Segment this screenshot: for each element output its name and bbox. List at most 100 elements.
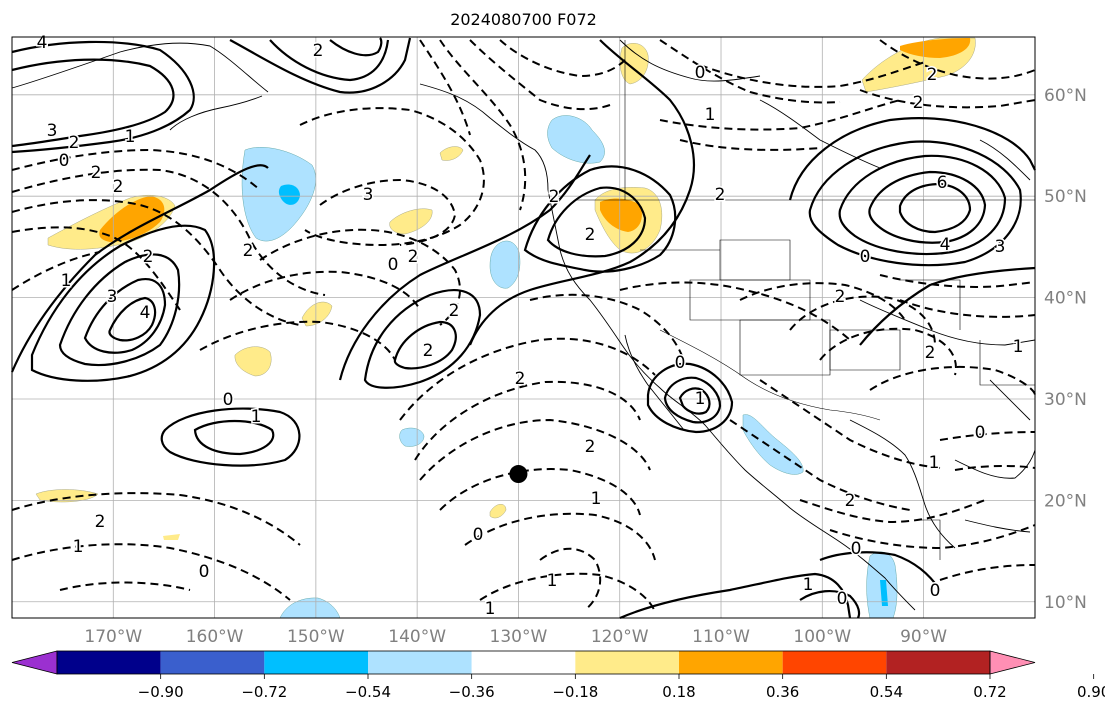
colorbar-bin xyxy=(471,651,576,674)
contour-label: 4 xyxy=(140,303,151,323)
contour-label: 3 xyxy=(107,287,118,307)
contour-label: 1 xyxy=(73,537,84,557)
contour-label: 0 xyxy=(860,247,871,267)
contour-label: 1 xyxy=(1013,337,1024,357)
longitude-label: 130°W xyxy=(490,627,548,647)
contour-label: 1 xyxy=(485,599,496,619)
shade-yellow-small-a xyxy=(439,146,464,161)
colorbar-tick-label: 0.72 xyxy=(973,683,1006,701)
negative-contours xyxy=(11,39,1036,613)
positive-contours xyxy=(10,37,1036,620)
contour-label: 2 xyxy=(835,287,846,307)
storm-center-marker xyxy=(509,465,528,484)
colorbar-frame xyxy=(56,650,991,675)
contour-label: 3 xyxy=(995,237,1006,257)
map-title: 2024080700 F072 xyxy=(450,10,597,29)
contour-label: 1 xyxy=(251,407,262,427)
contour-label: 1 xyxy=(929,453,940,473)
shade-orange-hudson xyxy=(900,38,971,58)
colorbar-tick-label: −0.54 xyxy=(345,683,391,701)
latitude-label: 20°N xyxy=(1044,491,1087,511)
contour-label: 0 xyxy=(930,581,941,601)
contour-label: 2 xyxy=(243,241,254,261)
contour-label: 1 xyxy=(125,127,136,147)
shade-blue-core-150w xyxy=(278,184,300,205)
shade-yellow-small-c xyxy=(301,301,333,327)
contour-label: 2 xyxy=(313,41,324,61)
contour-label: 3 xyxy=(363,185,374,205)
longitude-axis: 170°W 160°W 150°W 140°W 130°W 120°W 110°W 100°W… xyxy=(84,627,947,647)
colorbar-bin xyxy=(679,651,783,674)
shade-blue-south-150w xyxy=(279,597,341,619)
latitude-label: 10°N xyxy=(1044,593,1087,613)
contour-label: 0 xyxy=(199,562,210,582)
longitude-label: 100°W xyxy=(793,627,851,647)
colorbar-extend-min xyxy=(11,650,58,675)
longitude-label: 90°W xyxy=(900,627,947,647)
contour-label: 2 xyxy=(113,177,124,197)
contour-label: 3 xyxy=(47,121,58,141)
shade-blue-bc xyxy=(547,115,605,164)
colorbar-tick-label: −0.90 xyxy=(138,683,184,701)
latitude-label: 40°N xyxy=(1044,289,1087,309)
contour-label: 1 xyxy=(61,271,72,291)
longitude-label: 140°W xyxy=(388,627,446,647)
contour-label: 0 xyxy=(675,353,686,373)
contour-label: 2 xyxy=(925,343,936,363)
contour-label: 2 xyxy=(69,133,80,153)
latitude-axis: 60°N 50°N 40°N 30°N 20°N 10°N xyxy=(1044,86,1087,613)
contour-label: 2 xyxy=(927,65,938,85)
colorbar-bin xyxy=(782,651,887,674)
colorbar-extend-max xyxy=(989,650,1036,675)
contour-label: 1 xyxy=(591,489,602,509)
contour-label: 0 xyxy=(837,589,848,609)
contour-label: 0 xyxy=(223,390,234,410)
contour-label: 0 xyxy=(975,423,986,443)
shade-yellow-small-d xyxy=(234,346,272,377)
shade-blue-small-130w xyxy=(399,427,425,447)
contour-label: 2 xyxy=(95,512,106,532)
contour-label: 2 xyxy=(91,163,102,183)
contour-label: 2 xyxy=(143,247,154,267)
contour-label: 1 xyxy=(547,571,558,591)
colorbar-tick-label: 0.54 xyxy=(870,683,903,701)
colorbar-tick-label: 0.36 xyxy=(766,683,799,701)
map-frame xyxy=(11,36,1036,619)
colorbar-tick-label: −0.36 xyxy=(449,683,495,701)
longitude-label: 150°W xyxy=(287,627,345,647)
colorbar-tick-label: 0.18 xyxy=(662,683,695,701)
shade-blue-pacific-150w xyxy=(241,147,316,242)
shade-yellow-small-e xyxy=(35,489,99,503)
longitude-label: 110°W xyxy=(692,627,750,647)
contour-label: 2 xyxy=(408,247,419,267)
colorbar-bin xyxy=(575,651,679,674)
colorbar-bin xyxy=(886,651,990,674)
colorbar-bin xyxy=(160,651,265,674)
shade-blue-west-coast xyxy=(489,240,521,289)
colorbar-tick-label: −0.72 xyxy=(241,683,287,701)
latitude-label: 60°N xyxy=(1044,86,1087,106)
contour-label: 2 xyxy=(845,491,856,511)
contour-label: 1 xyxy=(803,575,814,595)
contour-label: 2 xyxy=(585,225,596,245)
colorbar-tick-label: −0.18 xyxy=(552,683,598,701)
shade-blue-core-ca xyxy=(880,580,888,606)
longitude-label: 170°W xyxy=(84,627,142,647)
contour-label: 6 xyxy=(937,173,948,193)
contour-label: 4 xyxy=(37,33,48,53)
contour-label: 0 xyxy=(59,151,70,171)
shade-yellow-small-g xyxy=(163,534,180,540)
contour-label: 4 xyxy=(940,235,951,255)
colorbar: −0.90 −0.72 −0.54 −0.36 −0.18 0.18 0.36 0.54 0.7… xyxy=(11,650,1105,701)
shade-yellow-small-f xyxy=(489,504,507,519)
contour-label: 2 xyxy=(913,93,924,113)
contour-label: 2 xyxy=(423,341,434,361)
longitude-label: 160°W xyxy=(186,627,244,647)
contour-label: 0 xyxy=(851,539,862,559)
latitude-label: 30°N xyxy=(1044,390,1087,410)
contour-label: 2 xyxy=(515,369,526,389)
map-background xyxy=(12,37,1035,618)
colorbar-tick-label: 0.90 xyxy=(1077,683,1105,701)
contour-label: 2 xyxy=(715,185,726,205)
